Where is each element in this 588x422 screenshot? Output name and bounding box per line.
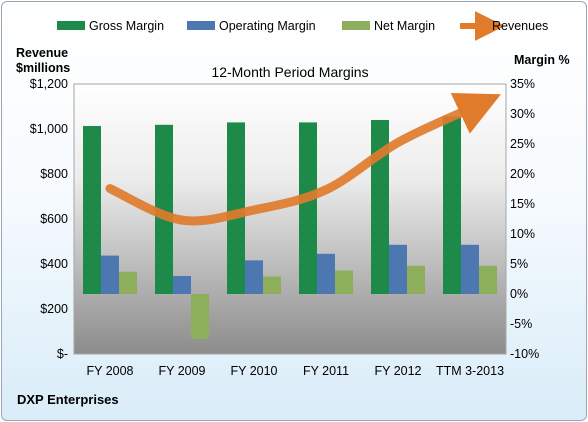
left-axis-title-line1: Revenue [16, 46, 68, 60]
gross-margin-bar [83, 126, 101, 294]
bar-series [83, 116, 497, 339]
gross-margin-bar [227, 122, 245, 295]
gross-margin-bar [371, 120, 389, 294]
revenue-line [105, 92, 501, 226]
right-tick-label: -10% [510, 347, 539, 361]
net-margin-bar [335, 270, 353, 294]
category-label: FY 2012 [374, 364, 421, 378]
category-label: FY 2008 [86, 364, 133, 378]
gross-margin-legend-label: Gross Margin [89, 19, 164, 33]
left-tick-label: $- [57, 347, 68, 361]
right-tick-label: 10% [510, 227, 535, 241]
category-label: FY 2011 [303, 364, 349, 378]
revenues-line [105, 92, 501, 226]
net-margin-bar [407, 265, 425, 294]
left-tick-label: $1,200 [30, 77, 68, 91]
right-tick-label: 25% [510, 137, 535, 151]
operating-margin-bar [389, 244, 407, 294]
category-label: FY 2010 [230, 364, 277, 378]
net-margin-bar [479, 265, 497, 294]
left-tick-label: $1,000 [30, 122, 68, 136]
gross-margin-legend-swatch [57, 21, 85, 30]
category-label: TTM 3-2013 [436, 364, 504, 378]
left-tick-label: $200 [40, 302, 68, 316]
revenues-legend-label: Revenues [492, 19, 548, 33]
right-tick-label: 15% [510, 197, 535, 211]
footer-company: DXP Enterprises [17, 392, 119, 407]
left-tick-label: $600 [40, 212, 68, 226]
operating-margin-bar [173, 276, 191, 294]
category-label: FY 2009 [158, 364, 205, 378]
right-axis: -10% -5% 0% 5% 10% 15% 20% 25% 30% 35% [510, 77, 539, 361]
right-tick-label: 5% [510, 257, 528, 271]
right-tick-label: 0% [510, 287, 528, 301]
category-axis: FY 2008 FY 2009 FY 2010 FY 2011 FY 2012 TTM 3… [86, 364, 504, 378]
net-margin-legend-swatch [342, 21, 370, 30]
left-axis: $- $200 $400 $600 $800 $1,000 $1,200 [30, 77, 68, 361]
right-tick-label: 35% [510, 77, 535, 91]
operating-margin-bar [317, 253, 335, 294]
gross-margin-bar [299, 122, 317, 295]
left-tick-label: $800 [40, 167, 68, 181]
net-margin-legend-label: Net Margin [374, 19, 435, 33]
operating-margin-bar [101, 255, 119, 294]
right-tick-label: 30% [510, 107, 535, 121]
net-margin-bar [263, 276, 281, 294]
operating-margin-legend-swatch [187, 21, 215, 30]
left-axis-title-line2: $millions [16, 61, 70, 75]
left-tick-label: $400 [40, 257, 68, 271]
net-margin-bar [119, 271, 137, 294]
operating-margin-bar [461, 244, 479, 294]
right-tick-label: 20% [510, 167, 535, 181]
operating-margin-legend-label: Operating Margin [219, 19, 316, 33]
gross-margin-bar [443, 116, 461, 295]
chart-title: 12-Month Period Margins [211, 64, 368, 80]
net-margin-bar [191, 294, 209, 339]
gross-margin-bar [155, 124, 173, 294]
right-tick-label: -5% [510, 317, 532, 331]
legend: Gross Margin Operating Margin Net Margin Re… [57, 11, 548, 41]
operating-margin-bar [245, 260, 263, 294]
right-axis-title: Margin % [514, 53, 570, 67]
